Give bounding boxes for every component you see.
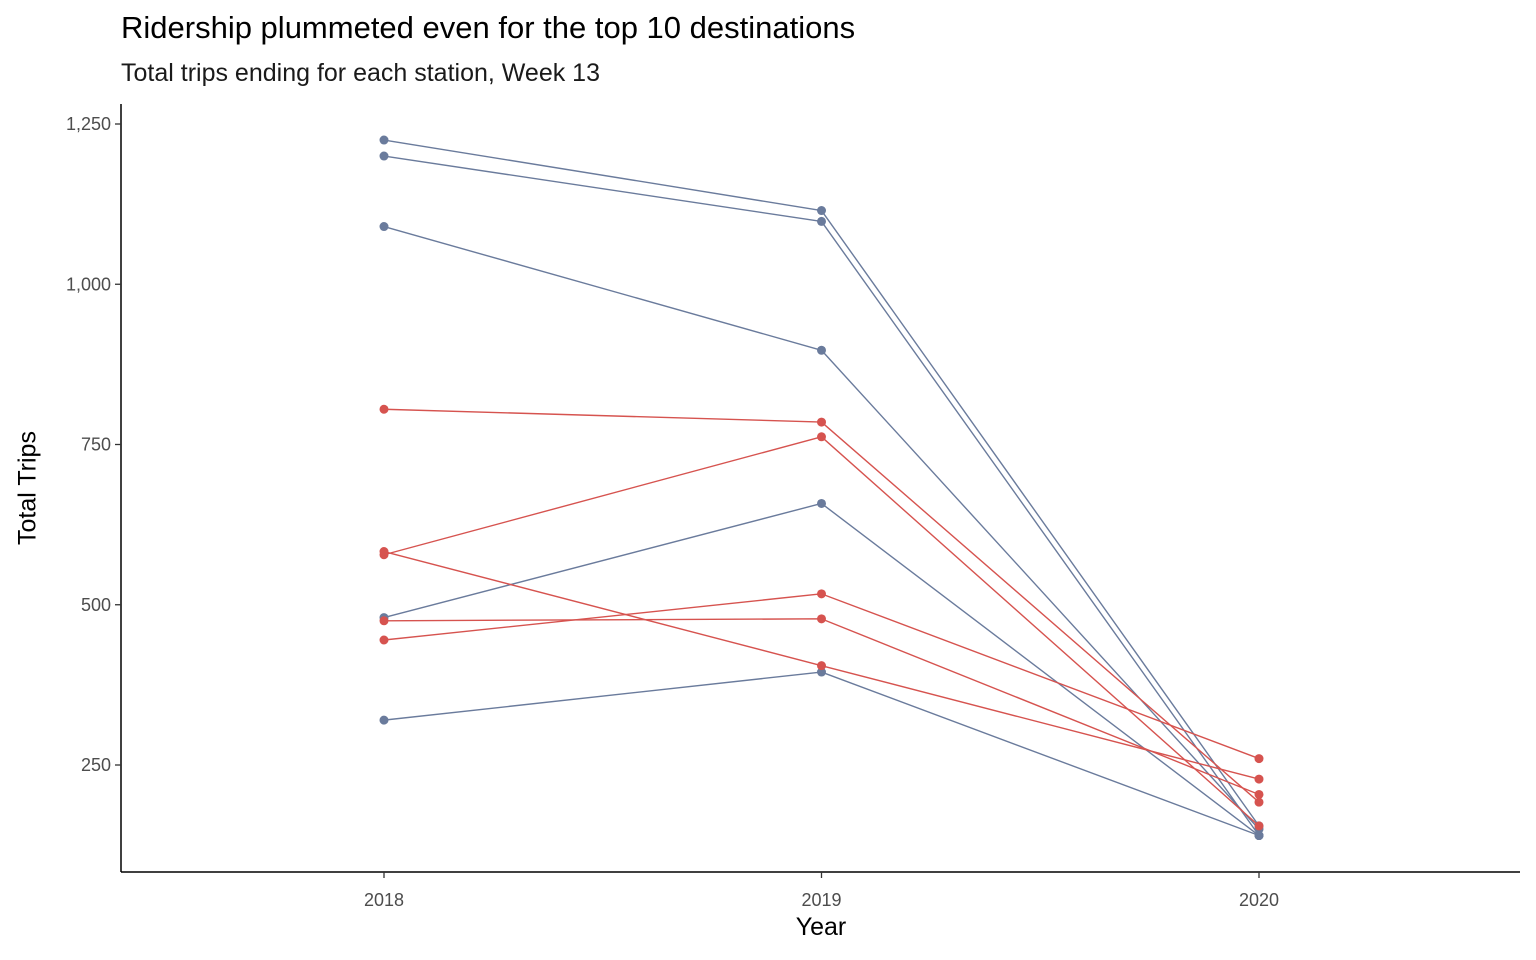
data-point-s2-2019 — [817, 216, 826, 226]
series-line-1 — [383, 139, 1260, 827]
data-point-s5-2018 — [379, 715, 389, 725]
y-tick-label: 250 — [81, 755, 111, 775]
chart-subtitle: Total trips ending for each station, Wee… — [121, 59, 600, 87]
y-tick-label: 1,250 — [66, 114, 111, 134]
series-layer — [383, 139, 1260, 837]
data-point-s9-2018 — [379, 635, 389, 645]
data-point-s8-2020 — [1254, 774, 1264, 784]
data-point-s4-2019 — [817, 498, 826, 508]
data-point-s5-2019 — [817, 667, 826, 677]
series-line-7 — [383, 436, 1260, 827]
series-line-2 — [383, 155, 1260, 836]
data-point-s3-2019 — [817, 345, 826, 355]
series-line-6 — [383, 408, 1260, 803]
data-point-s10-2019 — [817, 614, 826, 624]
data-point-s2-2018 — [379, 151, 389, 161]
data-point-s10-2018 — [379, 616, 389, 626]
y-tick-label: 500 — [81, 595, 111, 615]
x-axis-label: Year — [795, 913, 847, 941]
x-tick-label: 2018 — [364, 890, 404, 910]
y-tick-label: 1,000 — [66, 274, 111, 294]
data-point-s6-2020 — [1254, 797, 1264, 807]
data-point-s7-2020 — [1254, 821, 1264, 831]
series-line-10 — [383, 618, 1260, 796]
points-layer — [379, 135, 1264, 841]
data-point-s6-2018 — [379, 404, 389, 414]
series-line-3 — [383, 225, 1260, 830]
x-tick-label: 2019 — [801, 890, 841, 910]
x-tick-label: 2020 — [1239, 890, 1279, 910]
data-point-s1-2019 — [817, 206, 826, 216]
chart-title: Ridership plummeted even for the top 10 … — [121, 10, 856, 45]
data-point-s3-2018 — [379, 222, 389, 232]
data-point-s5-2020 — [1254, 831, 1264, 841]
data-point-s6-2019 — [817, 417, 826, 427]
data-point-s9-2019 — [817, 589, 826, 599]
data-point-s7-2019 — [817, 432, 826, 442]
data-point-s8-2018 — [379, 547, 389, 557]
data-point-s1-2018 — [379, 135, 389, 145]
y-tick-label: 750 — [81, 435, 111, 455]
series-line-5 — [383, 671, 1260, 837]
data-point-s9-2020 — [1254, 754, 1264, 764]
data-point-s10-2020 — [1254, 789, 1264, 799]
data-point-s8-2019 — [817, 661, 826, 671]
axes: 250 500 750 1,000 1,250 2018 2019 2020 — [66, 104, 1520, 910]
